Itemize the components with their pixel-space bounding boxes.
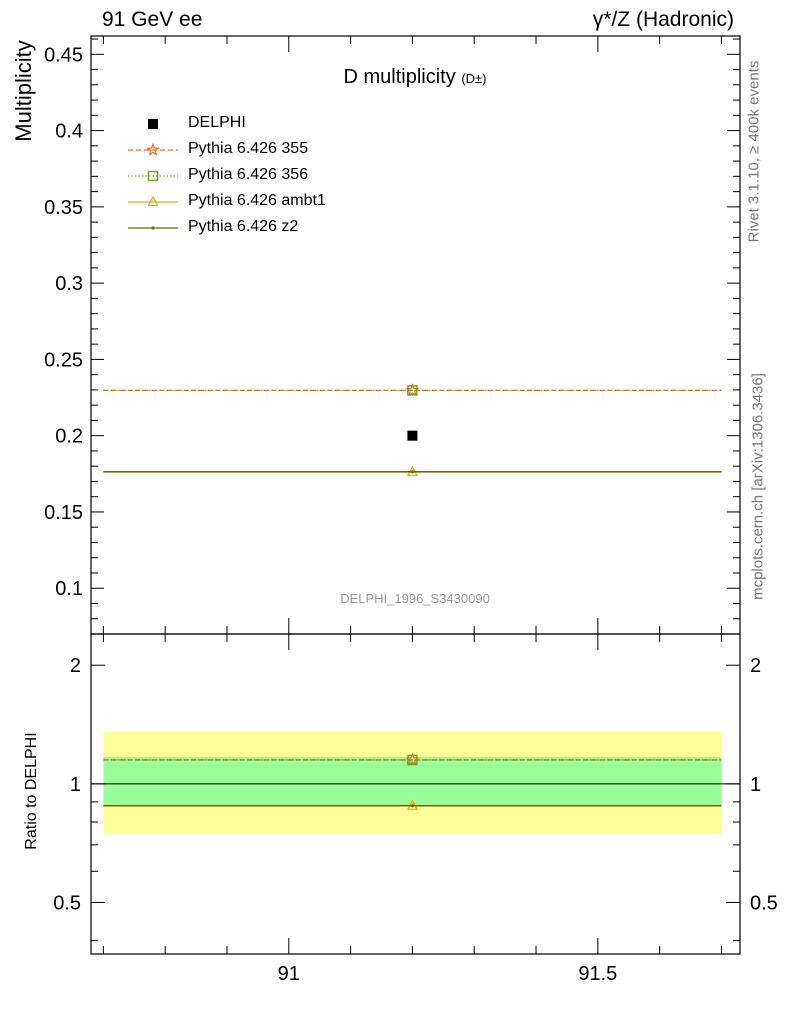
y-tick-label: 0.25 (44, 349, 83, 371)
ratio-y-tick-label-right: 1 (750, 774, 761, 796)
ratio-uncertainty-band (103, 731, 722, 835)
ratio-y-tick-label-left: 0.5 (53, 892, 81, 914)
ratio-y-tick-label-right: 2 (750, 655, 761, 677)
y-tick-label: 0.2 (55, 426, 83, 448)
legend-label-z2: Pythia 6.426 z2 (188, 218, 299, 235)
y-tick-label: 0.15 (44, 502, 83, 524)
ratio-y-tick-label-left: 2 (70, 655, 81, 677)
legend-marker-z2 (151, 226, 155, 230)
legend-marker-ambt1 (147, 195, 159, 207)
header-process-label: γ*/Z (Hadronic) (592, 8, 734, 31)
legend-marker-data (148, 119, 158, 129)
y-tick-label: 0.4 (55, 121, 83, 143)
legend-marks (128, 119, 178, 230)
ratio-y-tick-label-right: 0.5 (750, 892, 778, 914)
ratio-point-z2 (410, 804, 415, 808)
ratio-plot-marks: 0.5 0.5 1 1 2 2 91 91.5 (53, 634, 778, 985)
plot-title-main: D multiplicity (343, 66, 456, 88)
ratio-plot-frame (90, 633, 741, 955)
legend-marker-p356 (147, 170, 159, 182)
ratio-y-axis-label: Ratio to DELPHI (23, 732, 40, 850)
y-tick-label: 0.3 (55, 273, 83, 295)
x-tick-label: 91.5 (578, 963, 617, 985)
main-plot-marks: 0.1 0.15 0.2 0.25 0.3 0.35 0.4 0.45 (44, 36, 740, 635)
ratio-y-tick-label-left: 1 (70, 774, 81, 796)
plot-title-sub: (D±) (461, 71, 487, 86)
legend-label-ambt1: Pythia 6.426 ambt1 (188, 192, 326, 209)
analysis-id-label: DELPHI_1996_S3430090 (340, 591, 490, 606)
y-tick-label: 0.45 (44, 44, 83, 66)
source-label: mcplots.cern.ch [arXiv:1306.3436] (749, 373, 767, 600)
data-point-data (407, 430, 418, 441)
x-tick-label: 91 (278, 963, 300, 985)
ratio-point-p356 (407, 754, 418, 766)
header-energy-label: 91 GeV ee (102, 8, 203, 31)
main-y-axis-label: Multiplicity (11, 40, 36, 142)
data-point-z2 (410, 470, 415, 474)
legend-marker-p355 (146, 142, 160, 156)
legend-label-356: Pythia 6.426 356 (188, 166, 309, 183)
y-tick-label: 0.35 (44, 197, 83, 219)
legend-label-355: Pythia 6.426 355 (188, 140, 309, 157)
y-tick-label: 0.1 (55, 578, 83, 600)
legend-label-delphi: DELPHI (188, 114, 246, 131)
data-point-p356 (407, 385, 418, 396)
rivet-version-label: Rivet 3.1.10, ≥ 400k events (745, 60, 763, 243)
plot-title: D multiplicity (D±) (300, 66, 530, 89)
